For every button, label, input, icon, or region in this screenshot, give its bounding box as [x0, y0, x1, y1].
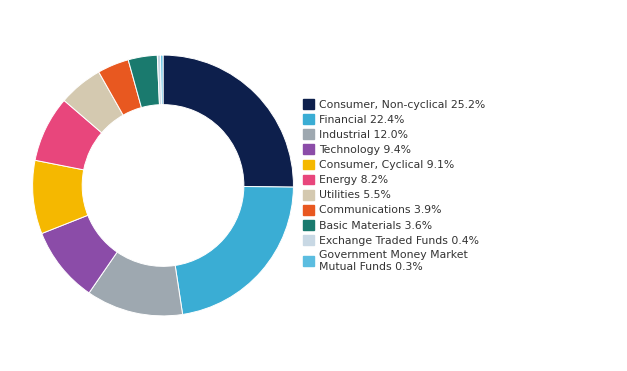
Wedge shape: [157, 55, 162, 105]
Wedge shape: [128, 55, 159, 108]
Wedge shape: [163, 55, 293, 187]
Wedge shape: [89, 252, 182, 316]
Wedge shape: [175, 187, 293, 315]
Legend: Consumer, Non-cyclical 25.2%, Financial 22.4%, Industrial 12.0%, Technology 9.4%: Consumer, Non-cyclical 25.2%, Financial …: [303, 99, 486, 272]
Wedge shape: [33, 160, 88, 233]
Wedge shape: [42, 215, 117, 293]
Wedge shape: [99, 60, 142, 115]
Wedge shape: [161, 55, 163, 105]
Wedge shape: [64, 72, 123, 133]
Wedge shape: [35, 101, 102, 170]
